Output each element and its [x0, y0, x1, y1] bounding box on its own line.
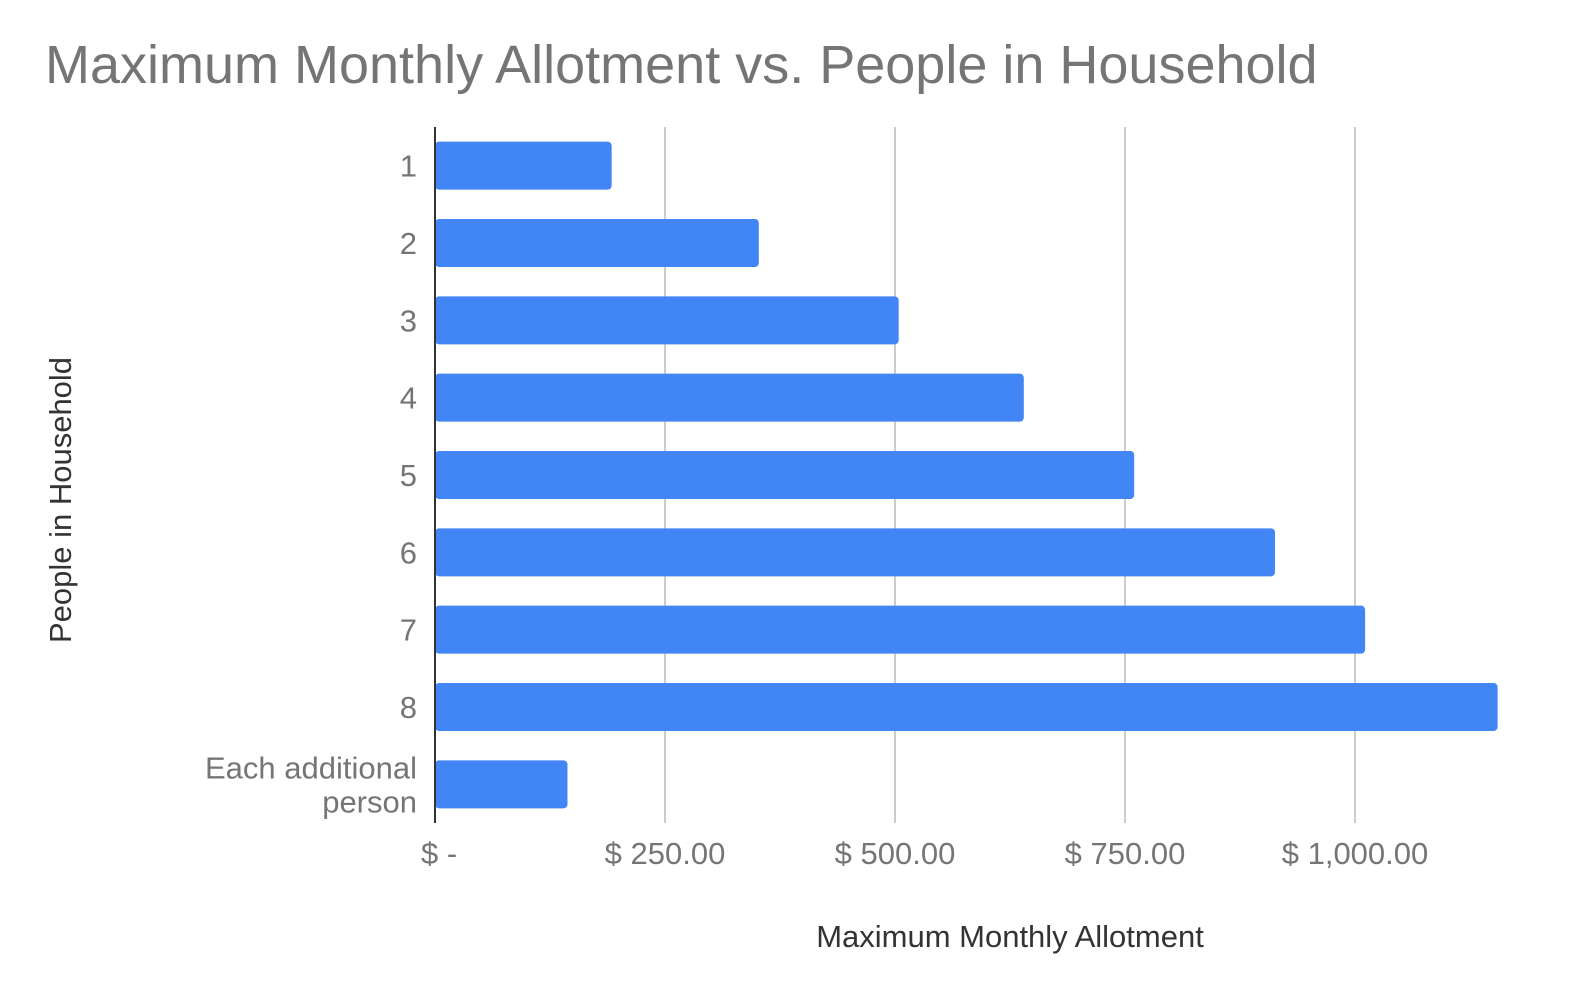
y-tick-label: 1: [400, 149, 417, 184]
bar: [435, 683, 1498, 731]
x-tick-label: $ 250.00: [605, 836, 726, 871]
bar: [435, 141, 612, 190]
x-tick-label: $ 1,000.00: [1282, 836, 1429, 871]
bar: [435, 451, 1135, 499]
bar: [435, 605, 1366, 654]
labels: Maximum Monthly Allotment vs. People in …: [43, 35, 1428, 954]
y-tick-label: 5: [400, 458, 417, 493]
y-tick-label: 6: [400, 535, 417, 570]
bar: [435, 528, 1275, 577]
bar: [435, 219, 759, 267]
y-axis-title: People in Household: [43, 357, 78, 643]
x-tick-label: $ -: [421, 836, 457, 871]
bars: [435, 141, 1498, 809]
chart-title: Maximum Monthly Allotment vs. People in …: [45, 35, 1318, 95]
y-tick-label: 2: [400, 226, 417, 261]
x-tick-label: $ 500.00: [835, 836, 956, 871]
x-axis-title: Maximum Monthly Allotment: [816, 919, 1204, 954]
bar: [435, 296, 899, 345]
y-tick-label: 3: [400, 303, 417, 338]
bar: [435, 760, 568, 809]
y-tick-label: 8: [400, 690, 417, 725]
x-tick-label: $ 750.00: [1065, 836, 1186, 871]
y-tick-label: Each additional: [205, 750, 417, 785]
y-tick-label: 4: [400, 381, 417, 416]
y-tick-label: person: [322, 784, 417, 819]
bar: [435, 373, 1024, 422]
y-tick-label: 7: [400, 613, 417, 648]
